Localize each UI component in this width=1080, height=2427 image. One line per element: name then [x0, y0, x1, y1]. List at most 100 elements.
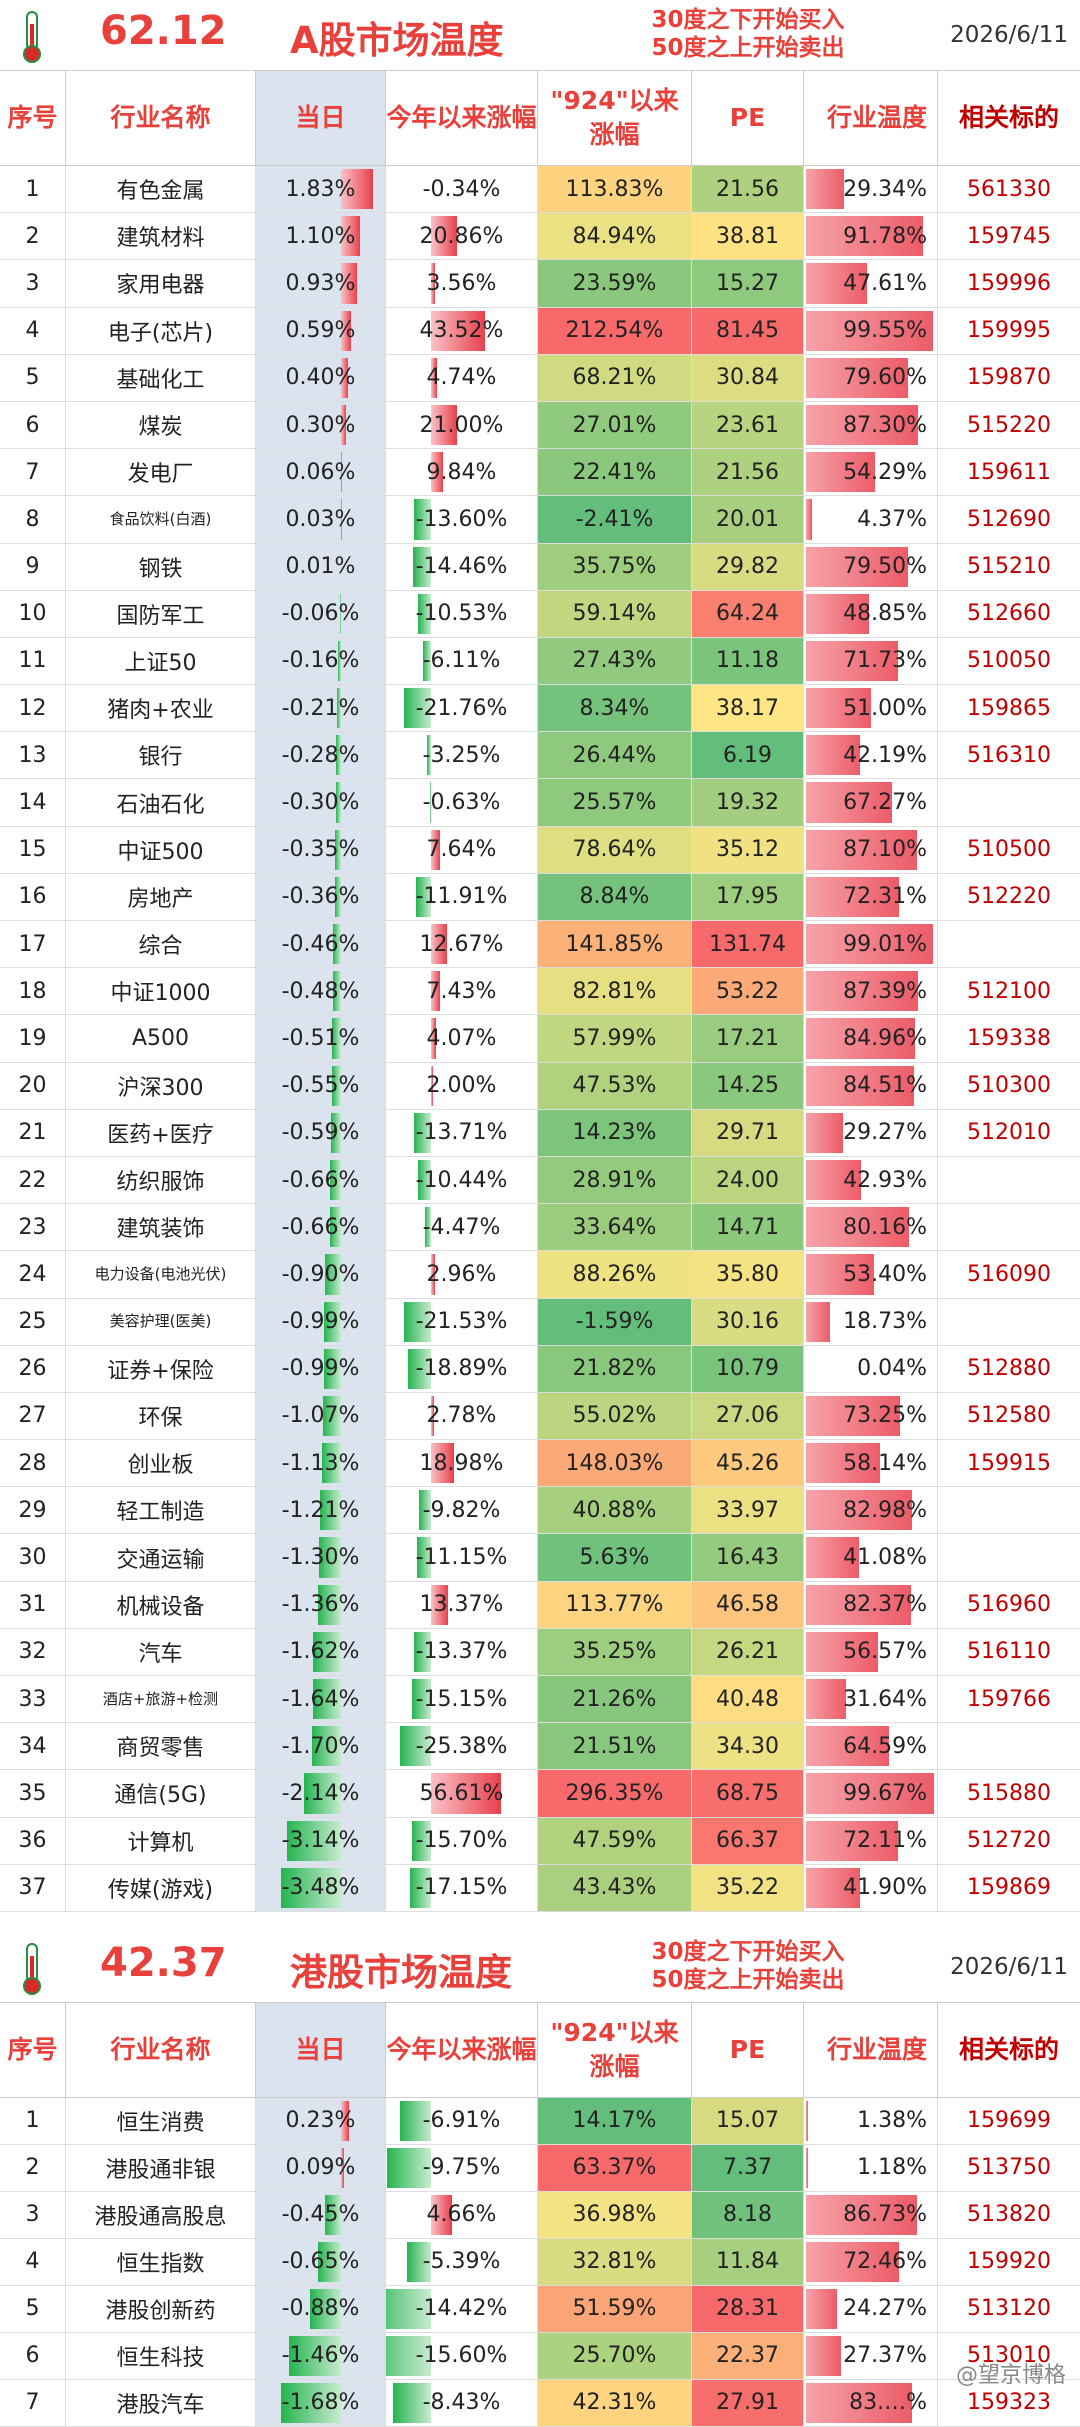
cell-ytd: 21.00% [386, 402, 538, 448]
cell-related: 512580 [938, 1393, 1080, 1439]
cell-no: 13 [0, 732, 66, 778]
cell-related: 515210 [938, 544, 1080, 590]
cell-text: -1.07% [282, 1403, 360, 1428]
cell-text: -10.53% [416, 601, 508, 626]
cell-ytd: -0.34% [386, 166, 538, 212]
cell-text: -0.99% [282, 1309, 360, 1334]
cell-pe: 33.97 [692, 1487, 804, 1533]
cell-text: 512880 [967, 1356, 1051, 1381]
cell-text: 30 [19, 1545, 47, 1570]
cell-ind_temp: 18.73% [804, 1299, 938, 1345]
cell-name: 港股通高股息 [66, 2192, 256, 2238]
header-ind_temp: 行业温度 [804, 71, 938, 165]
cell-text: 131.74 [709, 932, 786, 957]
cell-text: -13.60% [416, 507, 508, 532]
cell-text: 42.31% [573, 2390, 657, 2415]
header-pe: PE [692, 71, 804, 165]
cell-day: -1.30% [256, 1534, 386, 1580]
cell-text: 8.84% [580, 884, 650, 909]
cell-no: 4 [0, 308, 66, 354]
cell-pe: 64.24 [692, 591, 804, 637]
cell-text: 4 [26, 2249, 40, 2274]
cell-ind_temp: 54.29% [804, 449, 938, 495]
cell-text: 27.06 [716, 1403, 779, 1428]
cell-pe: 68.75 [692, 1770, 804, 1816]
cell-text: 41.08% [843, 1545, 927, 1570]
cell-text: 159323 [967, 2390, 1051, 2415]
cell-text: 14 [19, 790, 47, 815]
cell-related: 516960 [938, 1582, 1080, 1628]
sell-rule: 50度之上开始卖出 [628, 34, 868, 62]
cell-text: -0.66% [282, 1215, 360, 1240]
cell-text: 159338 [967, 1026, 1051, 1051]
cell-text: 46.58 [716, 1592, 779, 1617]
cell-text: 64.24 [716, 601, 779, 626]
cell-name: 家用电器 [66, 260, 256, 306]
cell-ytd: -15.70% [386, 1818, 538, 1864]
cell-text: 16 [19, 884, 47, 909]
cell-text: 5 [26, 2296, 40, 2321]
cell-text: 21.51% [573, 1734, 657, 1759]
cell-related: 159869 [938, 1865, 1080, 1911]
cell-text: 82.81% [573, 979, 657, 1004]
cell-ind_temp: 1.38% [804, 2098, 938, 2144]
cell-text: 37 [19, 1875, 47, 1900]
cell-text: 28.91% [573, 1168, 657, 1193]
cell-text: 恒生指数 [116, 2246, 204, 2278]
cell-no: 9 [0, 544, 66, 590]
cell-name: 电子(芯片) [66, 308, 256, 354]
cell-pe: 8.18 [692, 2192, 804, 2238]
cell-text: 2.00% [427, 1073, 497, 1098]
cell-since924: 33.64% [538, 1204, 692, 1250]
cell-text: 3.56% [427, 271, 497, 296]
cell-text: 25 [19, 1309, 47, 1334]
cell-text: 21.00% [420, 413, 504, 438]
cell-ind_temp: 87.39% [804, 968, 938, 1014]
cell-text: 27.43% [573, 648, 657, 673]
cell-ytd: 12.67% [386, 921, 538, 967]
cell-text: 上证50 [125, 645, 197, 677]
cell-text: 5 [26, 365, 40, 390]
cell-text: 10.79 [716, 1356, 779, 1381]
cell-text: 国防军工 [116, 598, 204, 630]
cell-text: 53.40% [843, 1262, 927, 1287]
cell-related: 512010 [938, 1110, 1080, 1156]
cell-since924: 25.70% [538, 2333, 692, 2379]
cell-day: -0.90% [256, 1251, 386, 1297]
cell-text: 23 [19, 1215, 47, 1240]
cell-related: 159611 [938, 449, 1080, 495]
cell-text: 55.02% [573, 1403, 657, 1428]
cell-since924: 36.98% [538, 2192, 692, 2238]
cell-text: 47.61% [843, 271, 927, 296]
cell-day: -2.14% [256, 1770, 386, 1816]
cell-text: -5.39% [423, 2249, 501, 2274]
header-since924: "924"以来涨幅 [538, 71, 692, 165]
cell-text: 猪肉+农业 [107, 692, 213, 724]
cell-text: 石油石化 [116, 787, 204, 819]
cell-since924: -2.41% [538, 496, 692, 542]
cell-text: 561330 [967, 177, 1051, 202]
cell-text: 510050 [967, 648, 1051, 673]
cell-no: 22 [0, 1157, 66, 1203]
cell-no: 36 [0, 1818, 66, 1864]
cell-related: 159920 [938, 2239, 1080, 2285]
cell-pe: 11.84 [692, 2239, 804, 2285]
cell-day: -1.36% [256, 1582, 386, 1628]
cell-no: 37 [0, 1865, 66, 1911]
cell-text: 48.85% [843, 601, 927, 626]
cell-text: -10.44% [416, 1168, 508, 1193]
cell-pe: 27.06 [692, 1393, 804, 1439]
cell-text: 17.21 [716, 1026, 779, 1051]
cell-ytd: 7.43% [386, 968, 538, 1014]
cell-text: -17.15% [416, 1875, 508, 1900]
cell-text: 29.71 [716, 1120, 779, 1145]
cell-no: 26 [0, 1346, 66, 1392]
cell-name: 有色金属 [66, 166, 256, 212]
